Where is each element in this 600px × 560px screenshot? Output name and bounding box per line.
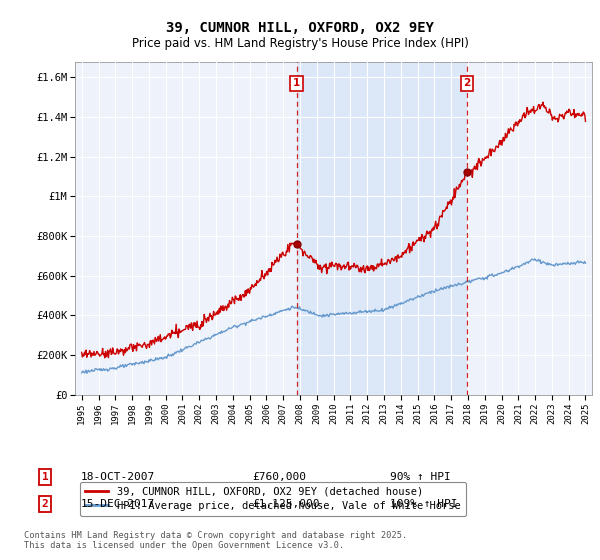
Legend: 39, CUMNOR HILL, OXFORD, OX2 9EY (detached house), HPI: Average price, detached : 39, CUMNOR HILL, OXFORD, OX2 9EY (detach… [80, 482, 466, 516]
Text: 109% ↑ HPI: 109% ↑ HPI [390, 499, 458, 509]
Text: Contains HM Land Registry data © Crown copyright and database right 2025.
This d: Contains HM Land Registry data © Crown c… [24, 531, 407, 550]
Text: 90% ↑ HPI: 90% ↑ HPI [390, 472, 451, 482]
Bar [296, 62, 467, 395]
Text: 15-DEC-2017: 15-DEC-2017 [81, 499, 155, 509]
Text: 1: 1 [41, 472, 49, 482]
Text: 18-OCT-2007: 18-OCT-2007 [81, 472, 155, 482]
Text: £760,000: £760,000 [252, 472, 306, 482]
Text: 39, CUMNOR HILL, OXFORD, OX2 9EY: 39, CUMNOR HILL, OXFORD, OX2 9EY [166, 21, 434, 35]
Text: £1,125,000: £1,125,000 [252, 499, 320, 509]
Text: 1: 1 [293, 78, 300, 88]
Text: 2: 2 [41, 499, 49, 509]
Text: 2: 2 [463, 78, 471, 88]
Text: Price paid vs. HM Land Registry's House Price Index (HPI): Price paid vs. HM Land Registry's House … [131, 37, 469, 50]
